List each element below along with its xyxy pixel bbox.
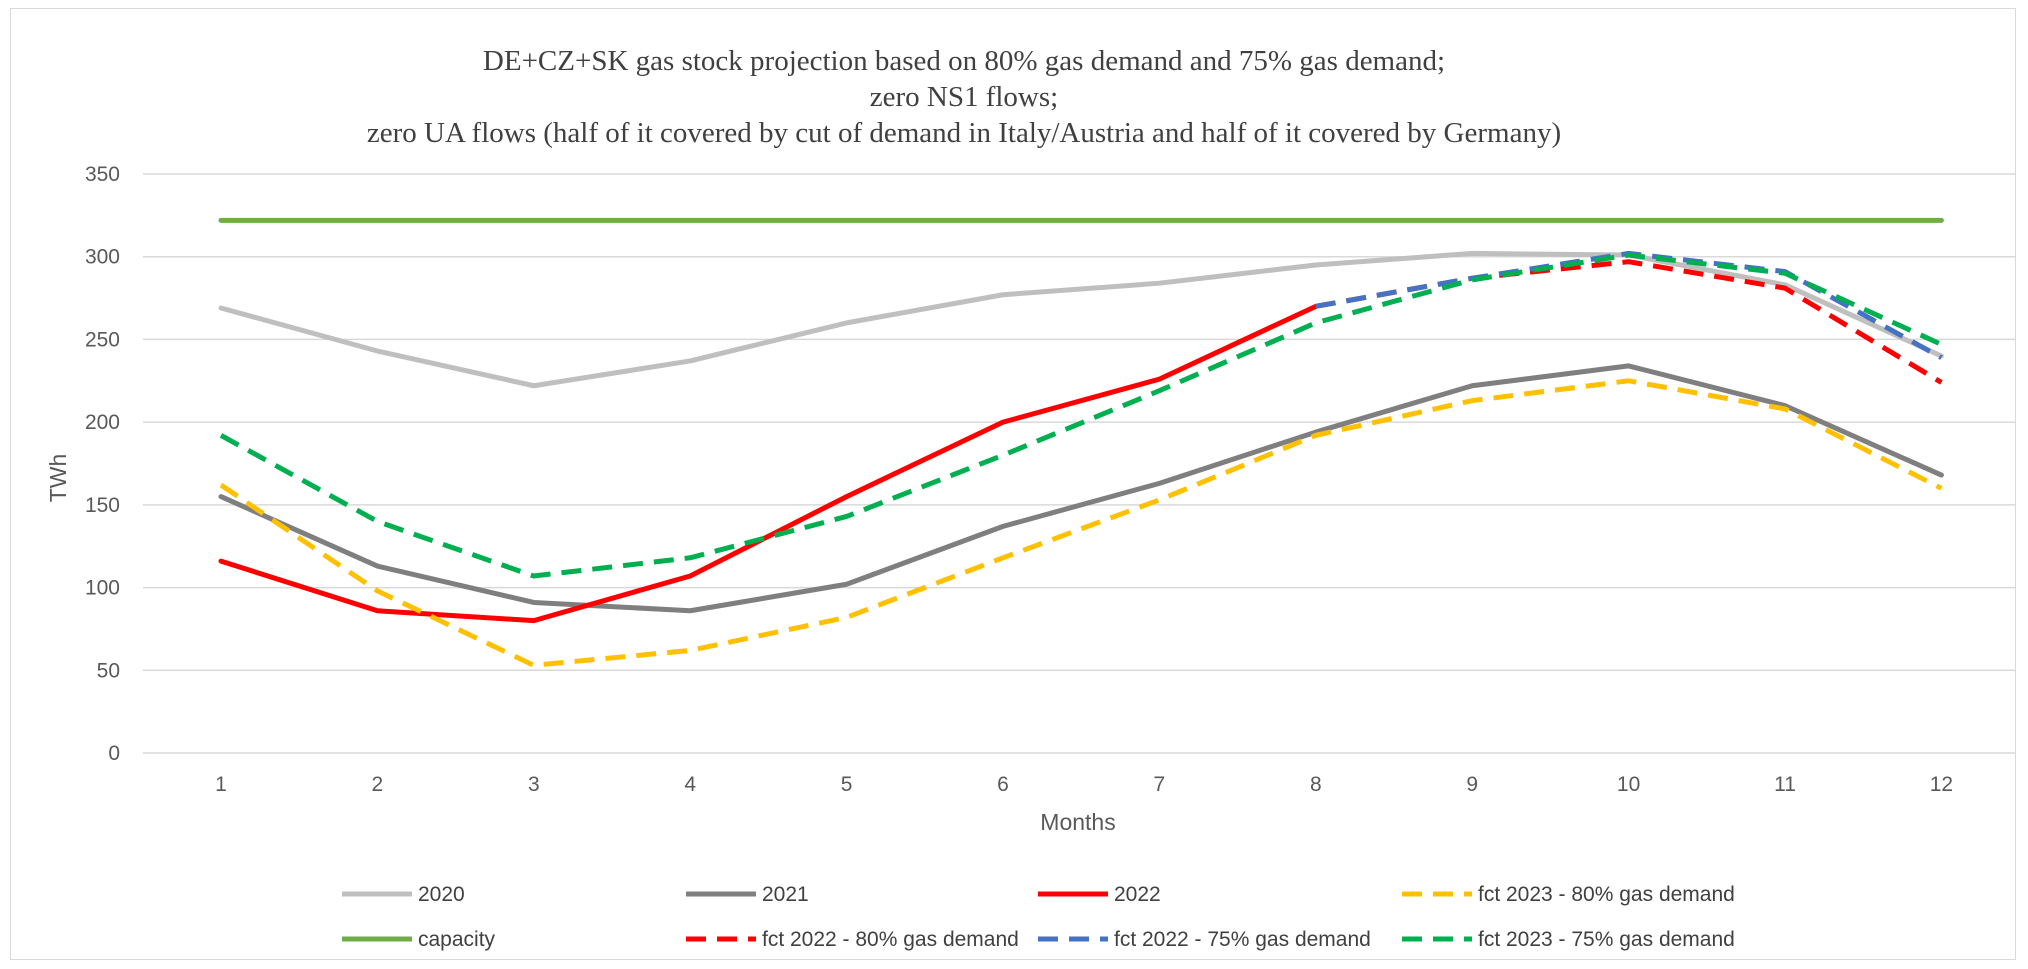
chart-title-line-2: zero NS1 flows; (870, 81, 1058, 113)
x-tick-label: 1 (215, 773, 227, 796)
x-tick-label: 6 (997, 773, 1009, 796)
gridlines (143, 173, 2015, 754)
legend-label: capacity (418, 928, 496, 951)
y-tick-label: 0 (108, 742, 120, 765)
x-tick-label: 8 (1310, 773, 1322, 796)
x-axis-title: Months (1040, 809, 1115, 835)
legend-label: fct 2022 - 75% gas demand (1114, 928, 1371, 951)
series-line-1 (218, 363, 1944, 614)
x-tick-label: 7 (1154, 773, 1166, 796)
y-axis-title: TWh (45, 454, 71, 503)
x-tick-label: 11 (1774, 773, 1796, 796)
legend-label: fct 2022 - 80% gas demand (762, 928, 1019, 951)
chart-title-line-3: zero UA flows (half of it covered by cut… (367, 117, 1561, 149)
y-tick-label: 50 (97, 659, 120, 682)
legend-label: fct 2023 - 75% gas demand (1478, 928, 1735, 951)
x-tick-label: 2 (372, 773, 384, 796)
legend-label: 2020 (418, 883, 465, 906)
x-tick-label: 10 (1617, 773, 1640, 796)
legend-label: 2021 (762, 883, 809, 906)
series-line-3 (219, 378, 1943, 668)
x-tick-label: 12 (1930, 773, 1953, 796)
legend: 2020 2021 2022 fct 2023 - 80% gas demand cap… (342, 883, 1735, 951)
series-line-6 (1315, 250, 1943, 360)
y-tick-label: 300 (85, 246, 120, 269)
y-tick-label: 100 (85, 577, 120, 600)
x-tick-label: 4 (684, 773, 696, 796)
legend-label: fct 2023 - 80% gas demand (1478, 883, 1735, 906)
y-tick-label: 350 (85, 163, 120, 186)
chart-frame (10, 8, 2016, 960)
y-tick-label: 200 (85, 411, 120, 434)
x-tick-label: 3 (528, 773, 540, 796)
series-line-7 (219, 252, 1943, 579)
y-axis-ticks: 0 50 100 150 200 250 300 350 (85, 163, 120, 765)
series-line-2 (218, 303, 1319, 624)
x-tick-label: 9 (1466, 773, 1478, 796)
y-tick-label: 250 (85, 328, 120, 351)
series-lines (218, 217, 1944, 668)
series-line-0 (218, 250, 1944, 389)
x-tick-label: 5 (841, 773, 853, 796)
x-axis-ticks: 1 2 3 4 5 6 7 8 9 10 11 12 (215, 773, 1953, 796)
y-tick-label: 150 (85, 494, 120, 517)
legend-label: 2022 (1114, 883, 1161, 906)
chart-title-line-1: DE+CZ+SK gas stock projection based on 8… (483, 45, 1445, 77)
